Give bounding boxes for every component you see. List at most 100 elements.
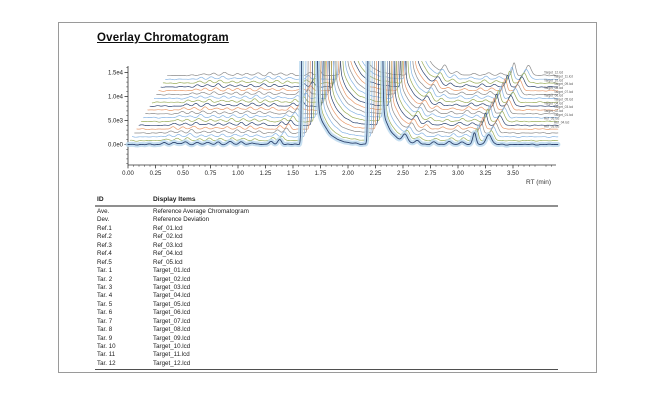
- id-cell: Tar. 2: [97, 275, 113, 283]
- chromatogram-trace: [160, 61, 559, 88]
- table-row: Ref.4 Ref_04.lcd: [97, 250, 558, 258]
- axis-tick-labels: 0.0e0 5.0e3 1.0e4 1.5e4 0.00 0.25 0.50 0.75 1.00…: [108, 71, 520, 178]
- table-row: Dev. Reference Deviation: [97, 216, 558, 224]
- table-row: Tar. 10 Target_10.lcd: [97, 343, 558, 351]
- svg-text:1.25: 1.25: [260, 171, 272, 177]
- chromatogram-trace: [158, 61, 559, 92]
- display-item-cell: Ref_03.lcd: [153, 241, 183, 249]
- id-cell: Tar. 5: [97, 300, 113, 308]
- x-axis-label: RT (min): [526, 179, 552, 186]
- col-header-id: ID: [97, 196, 104, 203]
- id-cell: Tar. 4: [97, 292, 113, 300]
- display-item-cell: Reference Average Chromatogram: [153, 208, 249, 215]
- table-row: Tar. 7 Target_07.lcd: [97, 318, 558, 326]
- svg-text:1.00: 1.00: [232, 171, 244, 177]
- trace-end-label: Target_10.lcd: [544, 78, 563, 82]
- chromatogram-trace: [140, 61, 559, 123]
- svg-text:2.25: 2.25: [370, 171, 382, 177]
- trace-end-label: Target_03.lcd: [554, 105, 573, 109]
- display-item-cell: Ref_01.lcd: [153, 224, 183, 232]
- trace-end-label: Target_11.lcd: [554, 74, 573, 78]
- display-item-cell: Target_09.lcd: [153, 334, 191, 342]
- trace-end-label: Ref_03.lcd: [544, 124, 559, 128]
- table-row: Tar. 12 Target_12.lcd: [97, 360, 558, 368]
- display-item-cell: Target_11.lcd: [153, 351, 190, 359]
- chromatogram-trace: [154, 61, 559, 100]
- trace-end-label: Target_05.lcd: [554, 97, 573, 101]
- svg-text:3.00: 3.00: [452, 171, 464, 177]
- svg-text:0.0e0: 0.0e0: [108, 143, 124, 149]
- display-item-cell: Target_06.lcd: [153, 309, 191, 317]
- table-row: Ref.5 Ref_05.lcd: [97, 259, 558, 267]
- svg-text:1.0e4: 1.0e4: [108, 95, 124, 101]
- svg-text:1.50: 1.50: [287, 171, 299, 177]
- display-item-cell: Target_12.lcd: [153, 359, 191, 367]
- table-row: Ref.1 Ref_01.lcd: [97, 225, 558, 233]
- id-cell: Ref.3: [97, 241, 112, 249]
- svg-text:3.25: 3.25: [480, 171, 492, 177]
- id-cell: Tar. 10: [97, 343, 116, 350]
- id-cell: Tar. 12: [97, 359, 116, 367]
- id-cell: Tar. 1: [97, 267, 113, 275]
- trace-end-label: Target_01.lcd: [554, 113, 573, 117]
- table-row: Tar. 4 Target_04.lcd: [97, 292, 558, 300]
- id-cell: Ref.5: [97, 258, 112, 266]
- id-cell: Tar. 9: [97, 334, 113, 342]
- display-items-table: ID Display Items Ave. Reference Average C…: [95, 194, 558, 371]
- table-row: Tar. 3 Target_03.lcd: [97, 284, 558, 292]
- svg-text:2.50: 2.50: [397, 171, 409, 177]
- chromatogram-trace: [127, 61, 559, 146]
- id-cell: Tar. 3: [97, 283, 113, 291]
- trace-end-label: Ref_05.lcd: [544, 117, 559, 121]
- id-cell: Tar. 8: [97, 326, 113, 334]
- svg-text:0.50: 0.50: [177, 171, 189, 177]
- trace-end-label: Target_12.lcd: [544, 71, 563, 75]
- chromatogram-trace: [156, 61, 559, 96]
- svg-text:5.0e3: 5.0e3: [108, 119, 124, 125]
- table-row: Tar. 1 Target_01.lcd: [97, 267, 558, 275]
- trace-end-labels: Ref_03.lcdRef_04.lcdRef_05.lcdTarget_01.…: [544, 71, 573, 129]
- id-cell: Tar. 11: [97, 351, 116, 359]
- table-row: Tar. 6 Target_06.lcd: [97, 309, 558, 317]
- display-item-cell: Target_03.lcd: [153, 283, 191, 291]
- display-item-cell: Target_07.lcd: [153, 317, 191, 325]
- chromatogram-trace: [138, 61, 559, 127]
- chart-axes: [124, 66, 556, 169]
- svg-text:1.75: 1.75: [315, 171, 327, 177]
- id-cell: Ref.1: [97, 224, 112, 232]
- chromatogram-trace: [136, 61, 559, 131]
- col-header-display-items: Display Items: [153, 196, 196, 203]
- display-item-cell: Ref_04.lcd: [153, 250, 183, 258]
- chromatogram-trace: [149, 61, 559, 108]
- trace-end-label: Target_02.lcd: [544, 109, 563, 113]
- svg-text:2.75: 2.75: [425, 171, 437, 177]
- id-cell: Dev.: [97, 216, 110, 224]
- svg-text:0.25: 0.25: [150, 171, 162, 177]
- table-row: Ave. Reference Average Chromatogram: [97, 208, 558, 216]
- display-item-cell: Target_01.lcd: [153, 267, 191, 275]
- display-item-cell: Target_05.lcd: [153, 300, 191, 308]
- table-body: Ave. Reference Average Chromatogram Dev. Re…: [95, 207, 558, 371]
- trace-end-label: Target_08.lcd: [544, 86, 563, 90]
- id-cell: Tar. 7: [97, 317, 113, 325]
- page-title: Overlay Chromatogram: [97, 32, 229, 44]
- trace-end-label: Target_06.lcd: [544, 94, 563, 98]
- chromatogram-trace: [162, 61, 559, 84]
- table-row: Tar. 5 Target_05.lcd: [97, 301, 558, 309]
- svg-text:0.75: 0.75: [205, 171, 217, 177]
- display-item-cell: Target_10.lcd: [153, 343, 191, 350]
- id-cell: Ave.: [97, 208, 110, 215]
- id-cell: Ref.4: [97, 250, 112, 258]
- table-row: Tar. 9 Target_09.lcd: [97, 335, 558, 343]
- trace-end-label: Ref_04.lcd: [554, 121, 569, 125]
- display-item-cell: Ref_02.lcd: [153, 233, 183, 241]
- table-row: Tar. 2 Target_02.lcd: [97, 276, 558, 284]
- table-row: Tar. 11 Target_11.lcd: [97, 351, 558, 359]
- table-row: Ref.2 Ref_02.lcd: [97, 233, 558, 241]
- table-row: Ref.3 Ref_03.lcd: [97, 242, 558, 250]
- id-cell: Ref.2: [97, 233, 112, 241]
- display-item-cell: Reference Deviation: [153, 216, 210, 224]
- chromatogram-trace: [167, 61, 559, 77]
- id-cell: Tar. 6: [97, 309, 113, 317]
- display-item-cell: Target_04.lcd: [153, 292, 191, 300]
